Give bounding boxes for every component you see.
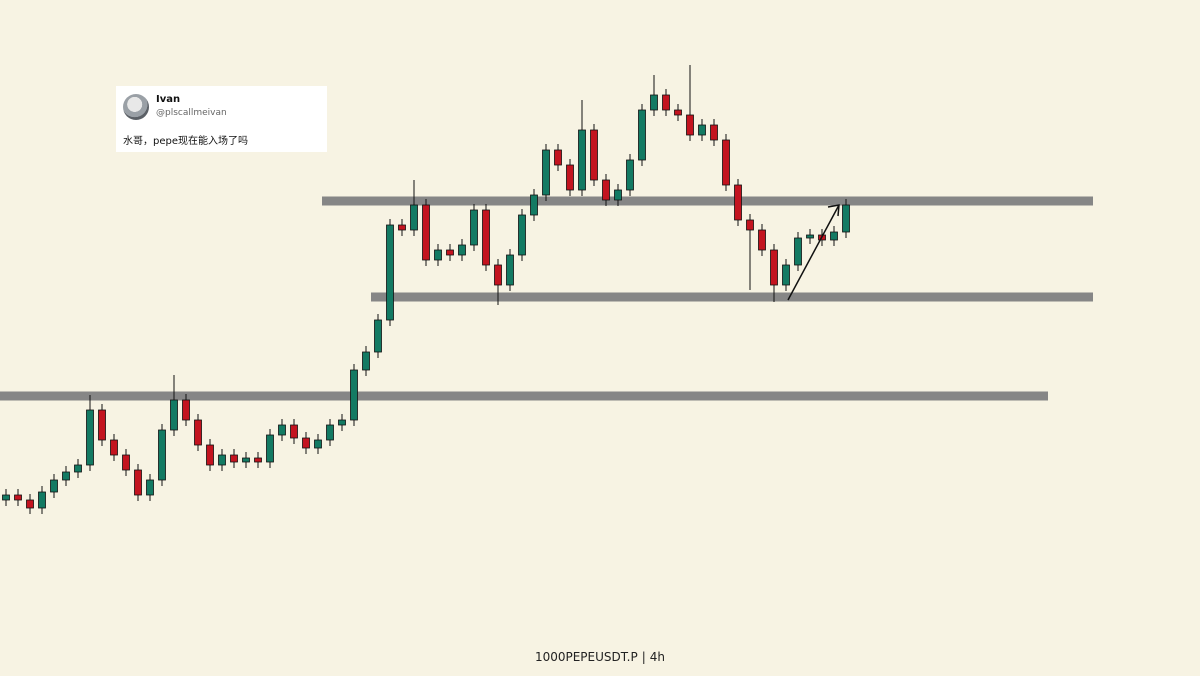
candle-body	[398, 224, 406, 231]
candle-body	[746, 219, 754, 231]
candle-body	[710, 124, 718, 141]
arrow-head	[827, 204, 840, 217]
candle-body	[350, 369, 358, 421]
footer: 1000PEPEUSDT.P | 4h	[534, 650, 666, 664]
candle-body	[38, 491, 46, 509]
candle-body	[518, 214, 526, 256]
candle-body	[74, 464, 82, 473]
candle-body	[530, 194, 538, 216]
tweet-name: Ivan	[156, 94, 181, 105]
candle-body	[194, 419, 202, 446]
candle-body	[590, 129, 598, 181]
avatar	[123, 94, 149, 120]
candle-body	[242, 457, 250, 463]
candle-body	[278, 424, 286, 436]
candle-body	[422, 204, 430, 261]
candle-body	[206, 444, 214, 466]
arrow	[787, 204, 840, 301]
level-band	[322, 196, 1093, 206]
interval: 4h	[649, 650, 666, 664]
candle-body	[170, 399, 178, 431]
candle-body	[674, 109, 682, 116]
candle-body	[434, 249, 442, 261]
candle-body	[602, 179, 610, 201]
levels	[0, 196, 1093, 401]
candle-body	[482, 209, 490, 266]
candle-body	[374, 319, 382, 353]
candle-body	[614, 189, 622, 201]
candles	[2, 65, 850, 514]
candle-body	[638, 109, 646, 161]
candle-body	[578, 129, 586, 191]
candle-body	[2, 494, 10, 501]
candle-body	[50, 479, 58, 493]
candle-body	[794, 237, 802, 266]
candle-body	[386, 224, 394, 321]
candle-body	[446, 249, 454, 256]
candle-body	[734, 184, 742, 221]
tweet-text: 水哥，pepe现在能入场了吗	[123, 136, 248, 147]
candle-body	[362, 351, 370, 371]
candle-body	[506, 254, 514, 286]
candle-body	[14, 494, 22, 501]
candle-body	[566, 164, 574, 191]
candle-body	[62, 471, 70, 481]
candle-body	[410, 204, 418, 231]
candle-body	[470, 209, 478, 246]
level-band	[371, 292, 1093, 302]
symbol: 1000PEPEUSDT.P	[534, 650, 638, 664]
level-band	[0, 391, 1048, 401]
candle-body	[134, 469, 142, 496]
candle-body	[122, 454, 130, 471]
candle-body	[494, 264, 502, 286]
candle-body	[182, 399, 190, 421]
candle-body	[86, 409, 94, 466]
candle-body	[650, 94, 658, 111]
tweet-card: Ivan @plscallmeivan 水哥，pepe现在能入场了吗	[116, 86, 327, 152]
candle-body	[542, 149, 550, 196]
candle-body	[806, 234, 814, 239]
candle-body	[266, 434, 274, 463]
arrow-line	[787, 204, 840, 301]
candle-body	[554, 149, 562, 166]
candle-body	[98, 409, 106, 441]
candle-body	[146, 479, 154, 496]
candle-body	[110, 439, 118, 456]
candle-body	[842, 204, 850, 233]
candle-body	[230, 454, 238, 463]
tweet-handle: @plscallmeivan	[156, 108, 227, 118]
candle-body	[290, 424, 298, 439]
candle-body	[626, 159, 634, 191]
candle-body	[26, 499, 34, 509]
candle-body	[158, 429, 166, 481]
candle-body	[782, 264, 790, 286]
candle-body	[698, 124, 706, 136]
candle-body	[218, 454, 226, 466]
candle-body	[326, 424, 334, 441]
candle-body	[758, 229, 766, 251]
candle-body	[314, 439, 322, 449]
candle-body	[830, 231, 838, 241]
candle-body	[302, 437, 310, 449]
candle-body	[662, 94, 670, 111]
candle-body	[686, 114, 694, 136]
candle-body	[338, 419, 346, 426]
candle-body	[722, 139, 730, 186]
candle-body	[458, 244, 466, 256]
candle-body	[770, 249, 778, 286]
candle-body	[254, 457, 262, 463]
